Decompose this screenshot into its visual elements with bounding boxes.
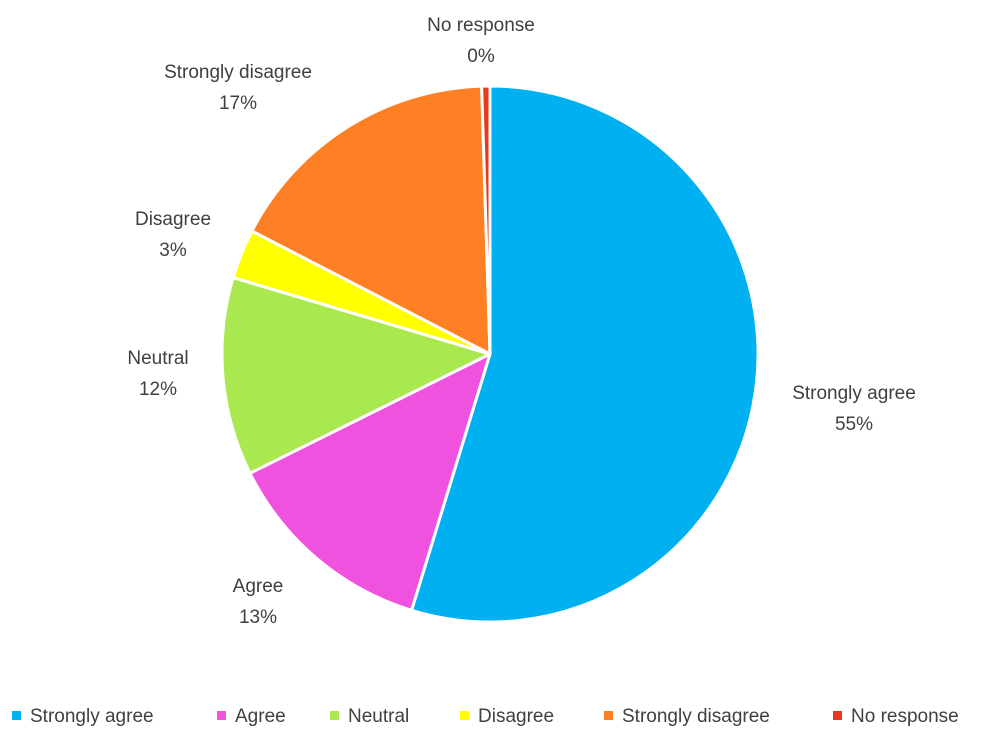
slice-label-name-no-response: No response — [427, 15, 535, 36]
slice-labels: Strongly agree 55% Agree 13% Neutral 12% Disag… — [127, 15, 915, 628]
pie-slice-agree — [248, 352, 492, 612]
legend: Strongly agree Agree Neutral Disagree Strong… — [12, 706, 959, 727]
pie-slice-strongly-disagree — [250, 84, 492, 356]
legend-swatch-strongly-disagree — [604, 711, 613, 720]
legend-swatch-agree — [217, 711, 226, 720]
legend-label-agree: Agree — [235, 706, 286, 727]
slice-label-value-strongly-agree: 55% — [835, 414, 873, 435]
pie-slice-no-response — [480, 84, 492, 356]
slice-label-name-neutral: Neutral — [127, 348, 188, 369]
legend-item-neutral: Neutral — [330, 706, 409, 727]
legend-label-disagree: Disagree — [478, 706, 554, 727]
slice-label-name-strongly-disagree: Strongly disagree — [164, 62, 312, 83]
legend-item-agree: Agree — [217, 706, 286, 727]
legend-swatch-no-response — [833, 711, 842, 720]
pie-slice-strongly-agree — [410, 84, 760, 624]
slice-label-value-no-response: 0% — [467, 46, 495, 67]
legend-label-strongly-disagree: Strongly disagree — [622, 706, 770, 727]
legend-swatch-neutral — [330, 711, 339, 720]
slice-label-name-strongly-agree: Strongly agree — [792, 383, 916, 404]
slice-label-value-disagree: 3% — [159, 240, 187, 261]
legend-label-neutral: Neutral — [348, 706, 409, 727]
legend-item-disagree: Disagree — [460, 706, 554, 727]
legend-item-no-response: No response — [833, 706, 959, 727]
legend-label-strongly-agree: Strongly agree — [30, 706, 154, 727]
legend-item-strongly-agree: Strongly agree — [12, 706, 154, 727]
slice-label-value-neutral: 12% — [139, 379, 177, 400]
legend-item-strongly-disagree: Strongly disagree — [604, 706, 770, 727]
legend-swatch-strongly-agree — [12, 711, 21, 720]
slice-label-name-agree: Agree — [233, 576, 284, 597]
slice-label-value-strongly-disagree: 17% — [219, 93, 257, 114]
legend-label-no-response: No response — [851, 706, 959, 727]
slice-label-value-agree: 13% — [239, 607, 277, 628]
legend-swatch-disagree — [460, 711, 469, 720]
pie-slices — [220, 84, 760, 624]
slice-label-name-disagree: Disagree — [135, 209, 211, 230]
pie-slice-neutral — [220, 276, 492, 475]
